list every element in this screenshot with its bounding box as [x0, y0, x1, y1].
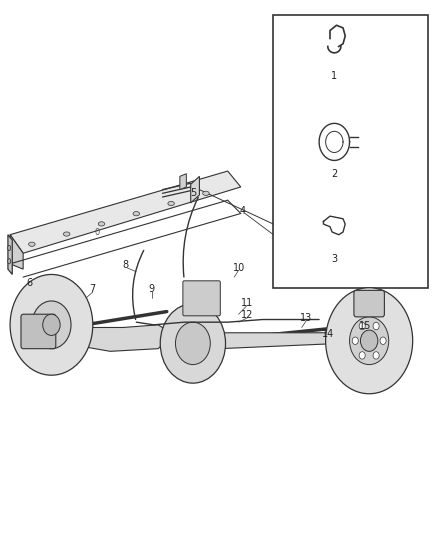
Polygon shape	[180, 174, 186, 190]
Circle shape	[32, 301, 71, 349]
Ellipse shape	[168, 201, 174, 206]
Circle shape	[373, 352, 379, 359]
FancyBboxPatch shape	[183, 281, 220, 316]
Polygon shape	[8, 235, 12, 274]
Text: 15: 15	[359, 321, 371, 332]
Polygon shape	[10, 171, 241, 253]
Text: 0: 0	[95, 228, 100, 237]
FancyBboxPatch shape	[354, 290, 385, 317]
Text: 14: 14	[321, 329, 334, 340]
Text: 13: 13	[300, 313, 312, 324]
Text: 7: 7	[90, 284, 96, 294]
Text: 4: 4	[240, 206, 246, 216]
Circle shape	[43, 314, 60, 335]
Circle shape	[359, 352, 365, 359]
Ellipse shape	[28, 242, 35, 246]
Text: 3: 3	[331, 254, 337, 263]
Ellipse shape	[133, 212, 140, 216]
Circle shape	[359, 322, 365, 330]
Text: 9: 9	[148, 284, 155, 294]
FancyBboxPatch shape	[21, 314, 56, 349]
Circle shape	[352, 337, 358, 344]
Text: 2: 2	[331, 169, 337, 179]
Text: 10: 10	[233, 263, 245, 272]
Polygon shape	[67, 322, 167, 351]
Circle shape	[373, 322, 379, 330]
Circle shape	[176, 322, 210, 365]
Text: 6: 6	[27, 278, 33, 288]
Circle shape	[10, 274, 93, 375]
Text: 11: 11	[241, 297, 254, 308]
Circle shape	[380, 337, 386, 344]
Ellipse shape	[64, 232, 70, 236]
Text: 1: 1	[331, 70, 337, 80]
Polygon shape	[219, 333, 341, 349]
Ellipse shape	[8, 245, 11, 251]
Text: 12: 12	[241, 310, 254, 320]
Ellipse shape	[8, 259, 11, 264]
Ellipse shape	[203, 191, 209, 196]
Circle shape	[325, 288, 413, 394]
Ellipse shape	[98, 222, 105, 226]
Circle shape	[350, 317, 389, 365]
Circle shape	[360, 330, 378, 351]
Polygon shape	[10, 235, 23, 269]
Bar	[273, 14, 428, 288]
Text: 8: 8	[122, 261, 128, 270]
Text: 5: 5	[190, 188, 196, 198]
Circle shape	[160, 304, 226, 383]
Polygon shape	[191, 176, 199, 203]
